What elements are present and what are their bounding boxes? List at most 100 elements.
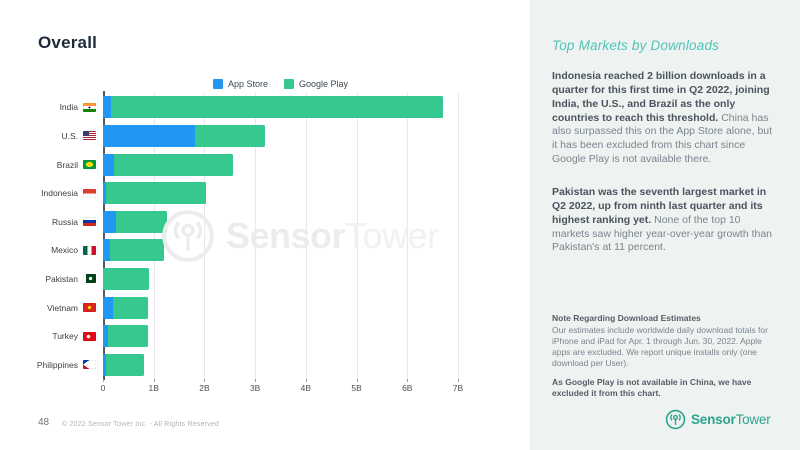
gridline bbox=[458, 93, 459, 379]
paragraph-2-regular: None of the top 10 markets saw higher ye… bbox=[552, 213, 773, 254]
country-name: Mexico bbox=[51, 245, 78, 256]
x-tick-label: 7B bbox=[452, 383, 464, 393]
bar-segment-google-play bbox=[195, 124, 266, 147]
x-tick-label: 1B bbox=[148, 383, 159, 393]
flag-philippines-icon bbox=[83, 360, 96, 370]
summary-paragraph-1: Indonesia reached 2 billion downloads in… bbox=[552, 70, 778, 167]
page-number: 48 bbox=[38, 417, 50, 428]
flag-mexico-icon bbox=[83, 245, 96, 255]
sensortower-brand-logo: SensorTower bbox=[665, 409, 771, 430]
flag-us-icon bbox=[83, 131, 96, 141]
brand-wordmark: SensorTower bbox=[691, 412, 771, 427]
bar-segment-app-store bbox=[103, 210, 117, 233]
tick-mark bbox=[153, 379, 155, 382]
x-tick-label: 5B bbox=[351, 383, 362, 393]
chart-x-axis-labels: 0 1B 2B 3B 4B 5B 6B 7B bbox=[101, 383, 464, 395]
gridline bbox=[356, 93, 358, 379]
paragraph-1-regular: China has also surpassed this on the App… bbox=[552, 111, 773, 166]
country-name: Vietnam bbox=[46, 302, 78, 313]
x-tick-label: 2B bbox=[199, 383, 210, 393]
page-title: Overall bbox=[38, 33, 98, 52]
bar-row-russia bbox=[103, 210, 167, 233]
bar-segment-app-store bbox=[103, 182, 106, 205]
gridline bbox=[305, 93, 307, 379]
legend-label: Google Play bbox=[299, 79, 349, 89]
bar-segment-google-play bbox=[105, 182, 207, 205]
y-axis-label-indonesia: Indonesia bbox=[41, 182, 96, 204]
flag-india-icon bbox=[83, 102, 96, 112]
tick-mark bbox=[305, 379, 307, 382]
chart-y-axis-labels: India U.S. Brazil Indonesia Russia Mexico Paki… bbox=[0, 93, 96, 379]
y-axis-label-philippines: Philippines bbox=[37, 354, 96, 376]
bar-row-mexico bbox=[103, 239, 164, 262]
bar-segment-google-play bbox=[114, 153, 234, 176]
plot-area bbox=[103, 91, 459, 382]
flag-brazil-icon bbox=[83, 160, 96, 169]
y-axis-line bbox=[103, 91, 105, 380]
x-tick-label: 6B bbox=[402, 383, 413, 393]
copyright-text: © 2022 Sensor Tower Inc. - All Rights Re… bbox=[62, 421, 220, 428]
tick-mark bbox=[458, 379, 459, 382]
bar-row-us bbox=[103, 124, 266, 147]
tick-mark bbox=[204, 379, 206, 382]
note-body: Our estimates include worldwide daily do… bbox=[552, 325, 768, 368]
flag-pakistan-icon bbox=[83, 274, 96, 284]
bar-segment-app-store bbox=[103, 239, 110, 262]
bar-segment-google-play bbox=[109, 239, 164, 262]
x-tick-label: 0 bbox=[100, 383, 106, 393]
y-axis-label-us: U.S. bbox=[61, 125, 96, 147]
summary-paragraph-2: Pakistan was the seventh largest market … bbox=[552, 186, 778, 255]
flag-indonesia-icon bbox=[83, 188, 96, 198]
tick-mark bbox=[255, 379, 257, 382]
legend-swatch bbox=[212, 79, 223, 89]
gridline bbox=[153, 93, 155, 379]
bar-segment-google-play bbox=[105, 353, 145, 376]
paragraph-1-bold: Indonesia reached 2 billion downloads in… bbox=[552, 70, 770, 124]
paragraph-2-bold: Pakistan was the seventh largest market … bbox=[552, 186, 767, 226]
bar-segment-google-play bbox=[108, 325, 149, 348]
legend-item-app-store: App Store bbox=[212, 79, 268, 89]
bar-segment-google-play bbox=[103, 267, 150, 290]
bar-segment-google-play bbox=[113, 296, 149, 319]
tick-mark bbox=[356, 379, 358, 382]
legend-label: App Store bbox=[227, 79, 268, 89]
gridline bbox=[255, 93, 257, 379]
tick-mark bbox=[103, 379, 104, 382]
country-name: India bbox=[59, 102, 78, 113]
country-name: Indonesia bbox=[41, 188, 78, 199]
bar-segment-app-store bbox=[103, 124, 196, 147]
y-axis-label-india: India bbox=[60, 96, 96, 118]
y-axis-label-brazil: Brazil bbox=[57, 154, 96, 176]
bar-row-vietnam bbox=[103, 296, 149, 319]
bar-segment-app-store bbox=[103, 153, 115, 176]
flag-russia-icon bbox=[83, 217, 96, 227]
sensortower-logo-icon bbox=[665, 409, 686, 430]
summary-sidebar: Top Markets by Downloads Indonesia reach… bbox=[530, 0, 800, 450]
note-heading: Note Regarding Download Estimates bbox=[552, 313, 701, 324]
x-tick-label: 3B bbox=[249, 383, 261, 393]
note-bold: As Google Play is not available in China… bbox=[552, 376, 752, 398]
legend-swatch bbox=[284, 79, 294, 89]
bar-segment-google-play bbox=[110, 96, 443, 119]
y-axis-label-pakistan: Pakistan bbox=[45, 268, 96, 290]
bar-row-pakistan bbox=[103, 267, 150, 290]
bar-segment-app-store bbox=[103, 96, 111, 119]
country-name: Turkey bbox=[52, 331, 78, 342]
bar-segment-app-store bbox=[103, 325, 109, 348]
tick-mark bbox=[407, 379, 409, 382]
bar-segment-app-store bbox=[103, 353, 106, 376]
bar-row-indonesia bbox=[103, 182, 207, 205]
country-name: Brazil bbox=[56, 159, 78, 170]
flag-turkey-icon bbox=[83, 331, 96, 341]
y-axis-label-turkey: Turkey bbox=[52, 325, 96, 347]
bar-row-turkey bbox=[103, 325, 149, 348]
y-axis-label-russia: Russia bbox=[52, 211, 96, 233]
bar-segment-google-play bbox=[116, 210, 167, 233]
gridline bbox=[407, 93, 409, 379]
y-axis-label-vietnam: Vietnam bbox=[47, 297, 96, 319]
flag-vietnam-icon bbox=[83, 303, 96, 312]
bar-row-brazil bbox=[103, 153, 234, 176]
country-name: U.S. bbox=[61, 130, 78, 141]
sidebar-heading: Top Markets by Downloads bbox=[552, 38, 720, 53]
bar-row-philippines bbox=[103, 353, 145, 376]
